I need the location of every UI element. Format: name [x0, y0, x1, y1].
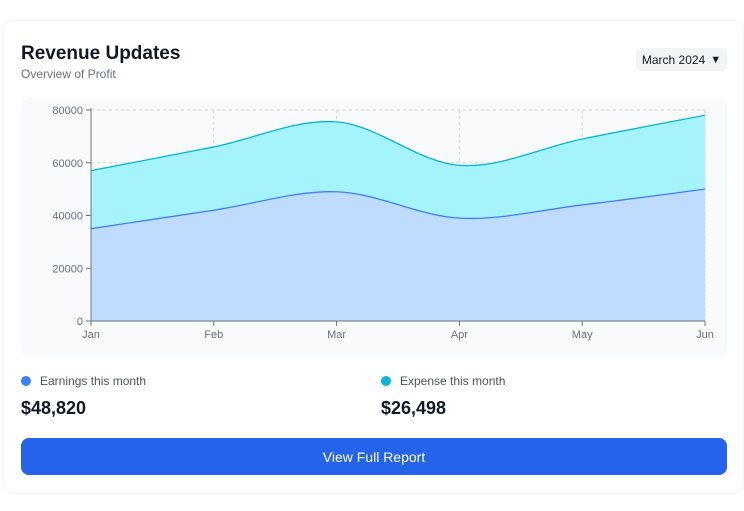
expense-line	[90, 114, 706, 172]
expense-legend: Expense this month	[381, 374, 505, 388]
earnings-legend: Earnings this month	[21, 374, 146, 388]
month-dropdown-value: March 2024	[641, 52, 706, 67]
caret-down-icon: ▼	[710, 53, 722, 66]
y-tick-label: 40000	[52, 211, 83, 223]
x-tick-label: Feb	[204, 329, 223, 341]
y-tick-label: 0	[77, 316, 83, 328]
y-tick-label: 80000	[52, 105, 83, 117]
earnings-value: $48,820	[21, 398, 87, 418]
earnings-label: Earnings this month	[40, 374, 147, 388]
earnings-line	[90, 188, 706, 230]
revenue-chart: 0 20000 40000 60000 80000 Jan Feb Mar Apr May Jun	[21, 98, 727, 356]
view-full-report-button[interactable]: View Full Report	[21, 438, 727, 475]
x-tick-label: Apr	[451, 329, 468, 341]
area-chart: 0 20000 40000 60000 80000 Jan Feb Mar Apr May Jun	[52, 105, 714, 341]
x-tick-label: Mar	[327, 329, 346, 341]
x-tick-label: Jan	[82, 329, 100, 341]
expense-dot-icon	[381, 376, 391, 386]
card-title: Revenue Updates	[21, 43, 181, 64]
y-tick-label: 20000	[52, 263, 83, 275]
card-subtitle: Overview of Profit	[21, 67, 116, 81]
x-tick-label: May	[572, 329, 593, 341]
expense-label: Expense this month	[400, 374, 506, 388]
x-tick-label: Jun	[696, 329, 714, 341]
earnings-area	[91, 189, 705, 321]
expense-value: $26,498	[381, 398, 447, 418]
y-tick-label: 60000	[52, 158, 83, 170]
earnings-dot-icon	[21, 376, 31, 386]
month-dropdown[interactable]: March 2024 ▼	[636, 48, 727, 71]
revenue-card: Revenue Updates Overview of Profit March…	[2, 20, 744, 494]
